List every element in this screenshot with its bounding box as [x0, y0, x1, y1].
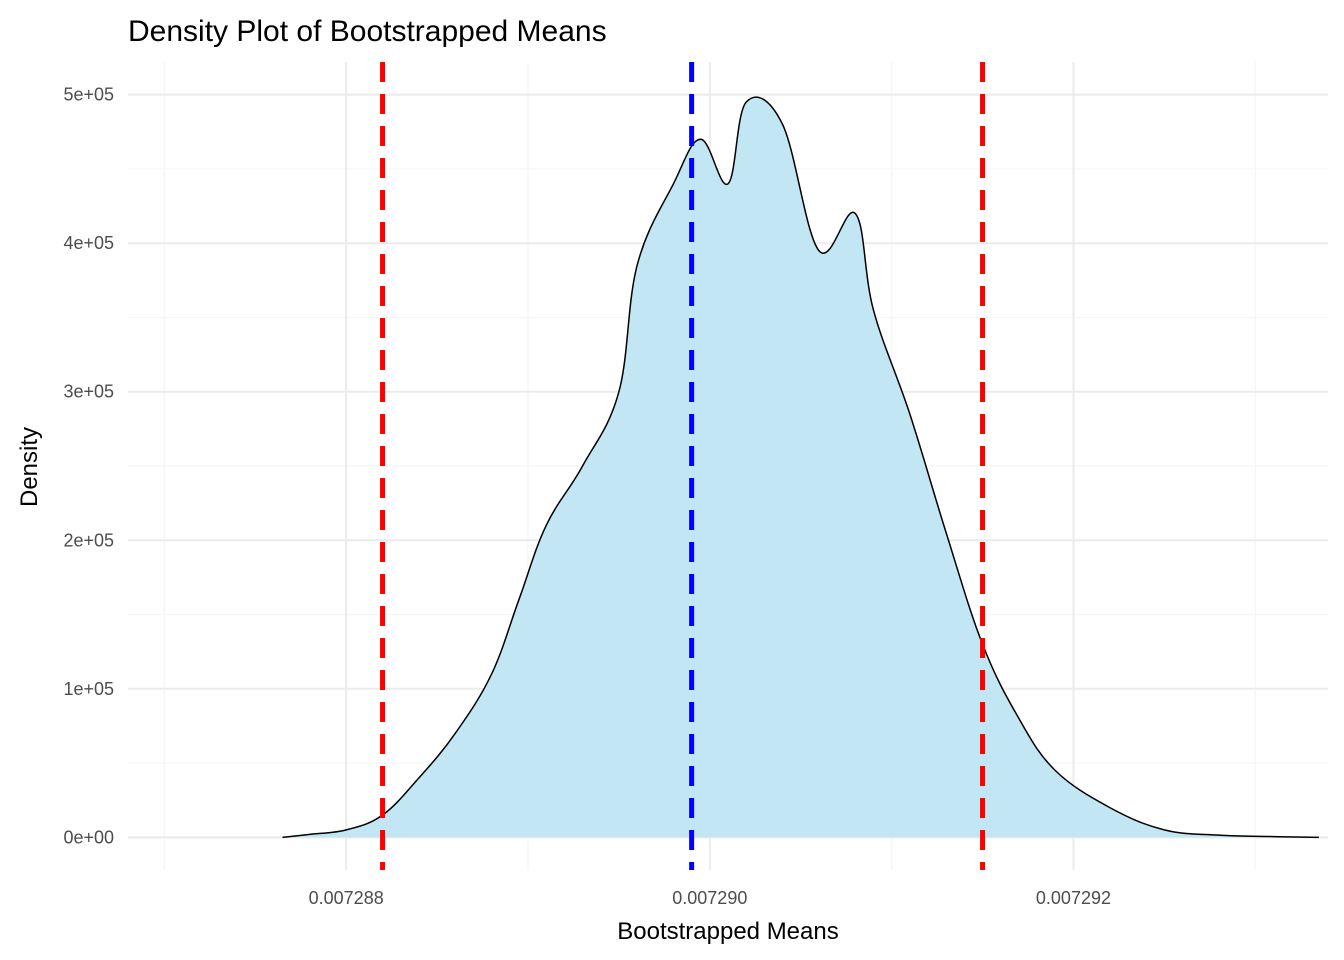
y-tick-label: 0e+00 [63, 827, 114, 847]
x-tick-label: 0.007292 [1036, 888, 1111, 908]
reference-lines [380, 62, 986, 870]
y-axis-title: Density [16, 427, 43, 507]
y-tick-label: 1e+05 [63, 679, 114, 699]
density-area [282, 96, 1319, 839]
x-tick-label: 0.007288 [309, 888, 384, 908]
x-axis-ticks: 0.007288 0.007290 0.007292 [309, 888, 1111, 908]
y-tick-label: 3e+05 [63, 382, 114, 402]
x-tick-label: 0.007290 [672, 888, 747, 908]
density-fill [282, 97, 1319, 838]
x-axis-title: Bootstrapped Means [617, 918, 838, 945]
chart-title: Density Plot of Bootstrapped Means [128, 15, 607, 48]
y-tick-label: 2e+05 [63, 530, 114, 550]
y-tick-label: 5e+05 [63, 85, 114, 105]
y-tick-label: 4e+05 [63, 233, 114, 253]
density-outline [282, 96, 1319, 839]
y-axis-ticks: 0e+00 1e+05 2e+05 3e+05 4e+05 5e+05 [63, 85, 114, 848]
